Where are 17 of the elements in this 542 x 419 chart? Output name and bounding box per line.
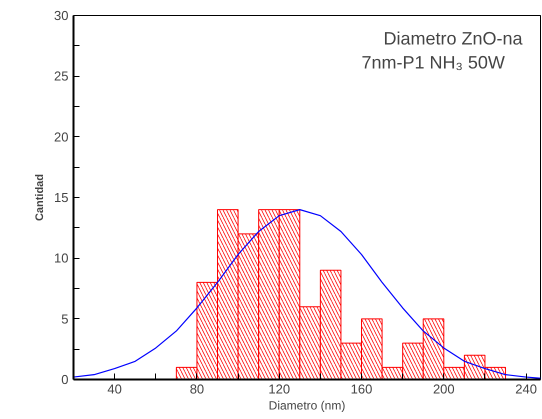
y-tick-label: 25 bbox=[54, 68, 69, 84]
y-axis-title: Cantidad bbox=[34, 174, 46, 222]
y-tick-label: 30 bbox=[54, 8, 69, 23]
y-tick-label: 15 bbox=[54, 190, 69, 205]
annotation: 7nm-P1 NH₃ 50W bbox=[362, 52, 505, 72]
x-tick-label: 120 bbox=[268, 382, 290, 396]
x-tick-label: 240 bbox=[515, 382, 537, 396]
x-tick-label: 200 bbox=[432, 382, 455, 396]
y-tick-label: 10 bbox=[54, 250, 69, 266]
x-axis-title: Diametro (nm) bbox=[268, 398, 346, 412]
y-tick-label: 5 bbox=[61, 311, 69, 326]
x-tick-label: 40 bbox=[107, 382, 122, 396]
annotation: Diametro ZnO-na bbox=[384, 28, 524, 48]
y-tick-label: 0 bbox=[61, 372, 69, 387]
x-tick-label: 160 bbox=[350, 382, 372, 396]
x-tick-label: 80 bbox=[190, 382, 204, 396]
y-tick-label: 20 bbox=[54, 129, 69, 144]
